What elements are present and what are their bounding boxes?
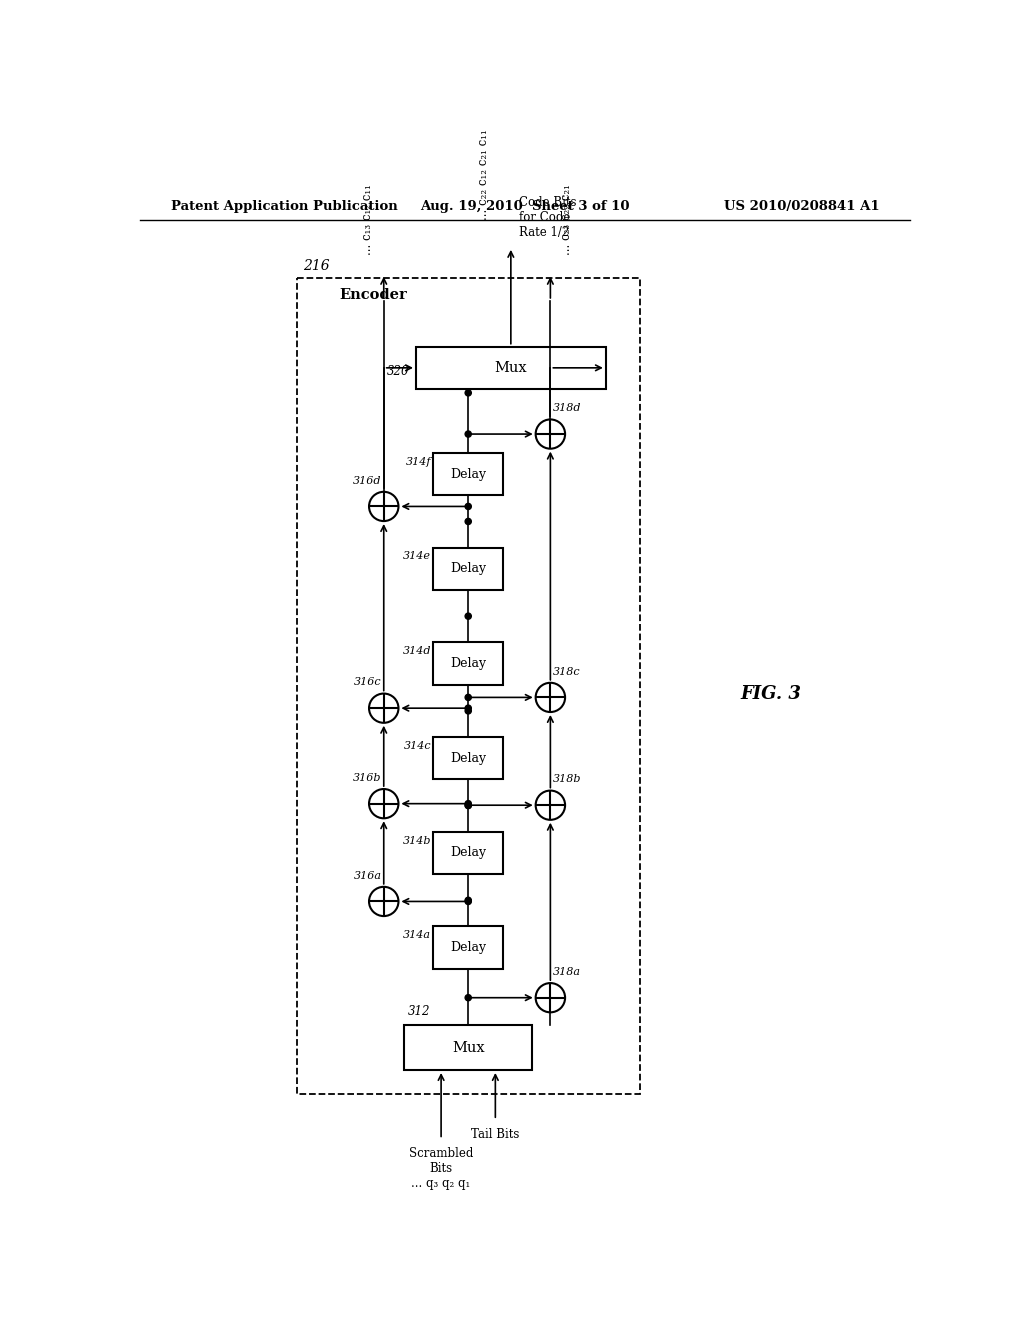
Circle shape [465,519,471,524]
Circle shape [465,708,471,714]
FancyBboxPatch shape [433,643,503,685]
Circle shape [465,995,471,1001]
Text: 314a: 314a [403,931,431,940]
Text: Code Bits
for Code
Rate 1/2: Code Bits for Code Rate 1/2 [518,197,577,239]
Text: 314f: 314f [406,457,431,467]
Circle shape [465,694,471,701]
Circle shape [465,800,471,807]
Text: Mux: Mux [495,360,527,375]
FancyBboxPatch shape [404,1026,532,1071]
Text: Encoder: Encoder [340,288,408,302]
Text: 312: 312 [409,1005,431,1018]
Text: 314d: 314d [402,647,431,656]
Text: 216: 216 [303,259,330,273]
Text: Tail Bits: Tail Bits [471,1127,519,1140]
Text: Delay: Delay [451,657,486,671]
Circle shape [369,693,398,723]
Text: Delay: Delay [451,751,486,764]
Circle shape [465,899,471,904]
Text: 316d: 316d [353,475,381,486]
Text: 316c: 316c [354,677,381,688]
Text: Mux: Mux [452,1040,484,1055]
Text: 314b: 314b [402,836,431,846]
Text: 318b: 318b [553,775,582,784]
Text: Delay: Delay [451,562,486,576]
Text: 314c: 314c [403,741,431,751]
Text: Delay: Delay [451,941,486,954]
Circle shape [465,803,471,809]
Text: 316a: 316a [353,871,381,880]
Text: 314e: 314e [403,552,431,561]
Text: 318d: 318d [553,404,582,413]
FancyBboxPatch shape [433,832,503,874]
Text: 320: 320 [387,366,410,379]
Circle shape [369,887,398,916]
Circle shape [536,983,565,1012]
FancyBboxPatch shape [433,453,503,495]
Circle shape [465,430,471,437]
Text: Delay: Delay [451,467,486,480]
Circle shape [536,682,565,711]
Circle shape [465,705,471,711]
Circle shape [536,420,565,449]
Circle shape [465,612,471,619]
Text: FIG. 3: FIG. 3 [740,685,801,702]
FancyBboxPatch shape [416,347,606,389]
Text: Patent Application Publication: Patent Application Publication [171,199,397,213]
Circle shape [465,898,471,903]
Text: ... c₂₂ c₁₂ c₂₁ c₁₁: ... c₂₂ c₁₂ c₂₁ c₁₁ [477,129,490,220]
Circle shape [465,503,471,510]
Text: 316b: 316b [353,774,381,783]
Text: ... c₁₃ c₁₂ c₁₁: ... c₁₃ c₁₂ c₁₁ [361,183,375,255]
Circle shape [369,492,398,521]
FancyBboxPatch shape [433,548,503,590]
Text: Aug. 19, 2010  Sheet 3 of 10: Aug. 19, 2010 Sheet 3 of 10 [420,199,630,213]
Text: 318c: 318c [553,667,581,677]
FancyBboxPatch shape [297,277,640,1094]
Circle shape [536,791,565,820]
Text: 318a: 318a [553,968,581,977]
Text: Scrambled
Bits
... q₃ q₂ q₁: Scrambled Bits ... q₃ q₂ q₁ [409,1147,473,1191]
FancyBboxPatch shape [433,927,503,969]
Text: US 2010/0208841 A1: US 2010/0208841 A1 [724,199,880,213]
Text: Delay: Delay [451,846,486,859]
Circle shape [465,803,471,808]
FancyBboxPatch shape [433,737,503,779]
Circle shape [369,789,398,818]
Text: ... c₂₃ c₂₂ c₂₁: ... c₂₃ c₂₂ c₂₁ [560,183,572,255]
Circle shape [465,389,471,396]
